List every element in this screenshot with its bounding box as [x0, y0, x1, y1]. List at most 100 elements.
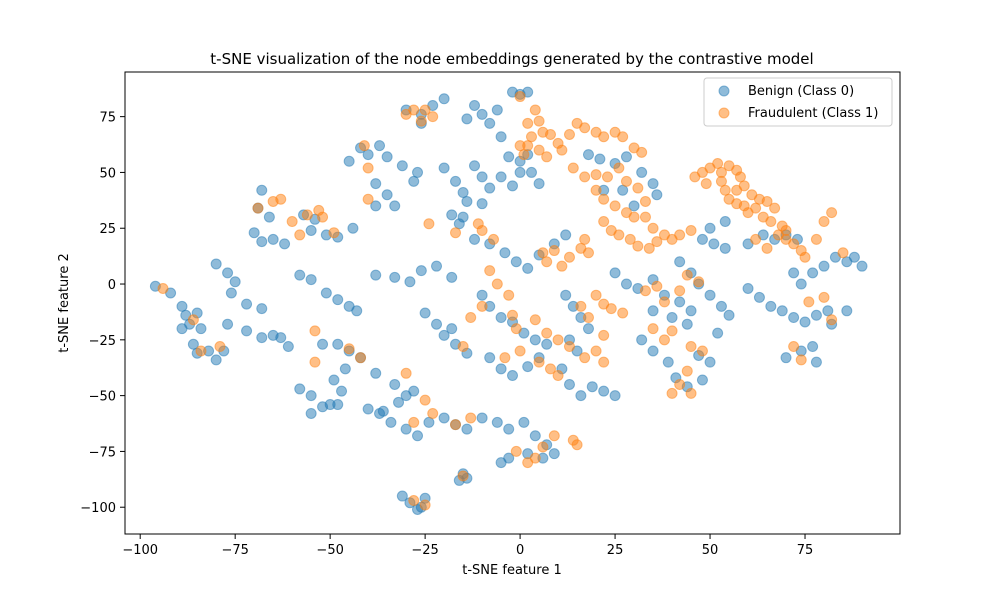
scatter-point [567, 162, 579, 174]
scatter-point [658, 296, 670, 308]
y-tick-label: −25 [89, 334, 116, 349]
scatter-point [495, 171, 507, 183]
scatter-point [294, 229, 306, 241]
scatter-point [469, 160, 481, 172]
scatter-point [294, 269, 306, 281]
scatter-point [639, 211, 651, 223]
scatter-point [750, 202, 762, 214]
scatter-point [491, 104, 503, 116]
scatter-point [541, 256, 553, 268]
scatter-point [518, 416, 530, 428]
scatter-point [636, 334, 648, 346]
scatter-point [210, 258, 222, 270]
scatter-point [423, 218, 435, 230]
legend-marker-benign [718, 85, 730, 97]
scatter-point [818, 216, 830, 228]
scatter-point [780, 233, 792, 245]
scatter-point [571, 439, 583, 451]
scatter-point [385, 416, 397, 428]
scatter-point [556, 144, 568, 156]
scatter-point [412, 430, 424, 442]
scatter-point [685, 341, 697, 353]
y-tick-label: −100 [80, 501, 116, 516]
x-tick-label: −75 [221, 543, 248, 558]
scatter-point [503, 289, 515, 301]
scatter-point [837, 247, 849, 259]
scatter-point [374, 407, 386, 419]
scatter-point [795, 245, 807, 257]
scatter-point [446, 323, 458, 335]
scatter-point [229, 276, 241, 288]
y-tick-label: 50 [99, 166, 116, 181]
scatter-point [582, 149, 594, 161]
scatter-point [476, 289, 488, 301]
scatter-point [320, 287, 332, 299]
scatter-point [598, 193, 610, 205]
scatter-point [510, 323, 522, 335]
plot-area [149, 86, 868, 515]
scatter-point [461, 113, 473, 125]
scatter-point [495, 363, 507, 375]
y-tick-label: 0 [108, 278, 116, 293]
scatter-point [195, 323, 207, 335]
scatter-point [548, 245, 560, 257]
scatter-point [309, 325, 321, 337]
scatter-point [696, 345, 708, 357]
scatter-point [358, 140, 370, 152]
scatter-point [408, 104, 420, 116]
scatter-point [628, 200, 640, 212]
scatter-point [457, 341, 469, 353]
scatter-point [632, 240, 644, 252]
y-tick-label: −75 [89, 445, 116, 460]
scatter-point [225, 287, 237, 299]
scatter-point [362, 162, 374, 174]
scatter-point [431, 260, 443, 272]
scatter-point [222, 318, 234, 330]
scatter-point [582, 247, 594, 259]
scatter-point [241, 298, 253, 310]
scatter-point [256, 332, 268, 344]
scatter-point [328, 227, 340, 239]
x-tick-label: −25 [411, 543, 438, 558]
scatter-point [381, 151, 393, 163]
scatter-point [818, 260, 830, 272]
scatter-point [465, 312, 477, 324]
scatter-point [533, 115, 545, 127]
legend-marker-fraudulent [718, 107, 730, 119]
scatter-point [389, 200, 401, 212]
scatter-point [355, 352, 367, 364]
scatter-point [256, 303, 268, 315]
scatter-point [484, 117, 496, 129]
scatter-point [620, 175, 632, 187]
scatter-point [343, 155, 355, 167]
scatter-point [370, 269, 382, 281]
scatter-point [582, 323, 594, 335]
x-axis: −100 −75 −50 −25 0 25 50 75 [122, 534, 813, 558]
scatter-point [632, 182, 644, 194]
scatter-point [415, 115, 427, 127]
y-tick-label: −50 [89, 390, 116, 405]
scatter-point [544, 363, 556, 375]
scatter-point [332, 399, 344, 411]
scatter-point [719, 216, 731, 228]
scatter-point [476, 300, 488, 312]
scatter-point [347, 222, 359, 234]
scatter-point [666, 312, 678, 324]
series-1 [157, 91, 849, 511]
legend-box [703, 77, 893, 127]
scatter-point [548, 448, 560, 460]
scatter-point [370, 367, 382, 379]
scatter-point [412, 166, 424, 178]
scatter-point [514, 345, 526, 357]
scatter-point [658, 334, 670, 346]
scatter-point [586, 381, 598, 393]
scatter-point [503, 423, 515, 435]
scatter-point [370, 200, 382, 212]
scatter-point [419, 104, 431, 116]
y-axis: −100 −75 −50 −25 0 25 50 75 [80, 111, 125, 516]
scatter-point [788, 312, 800, 324]
scatter-point [795, 354, 807, 366]
scatter-point [624, 233, 636, 245]
scatter-point [525, 131, 537, 143]
scatter-point [282, 341, 294, 353]
